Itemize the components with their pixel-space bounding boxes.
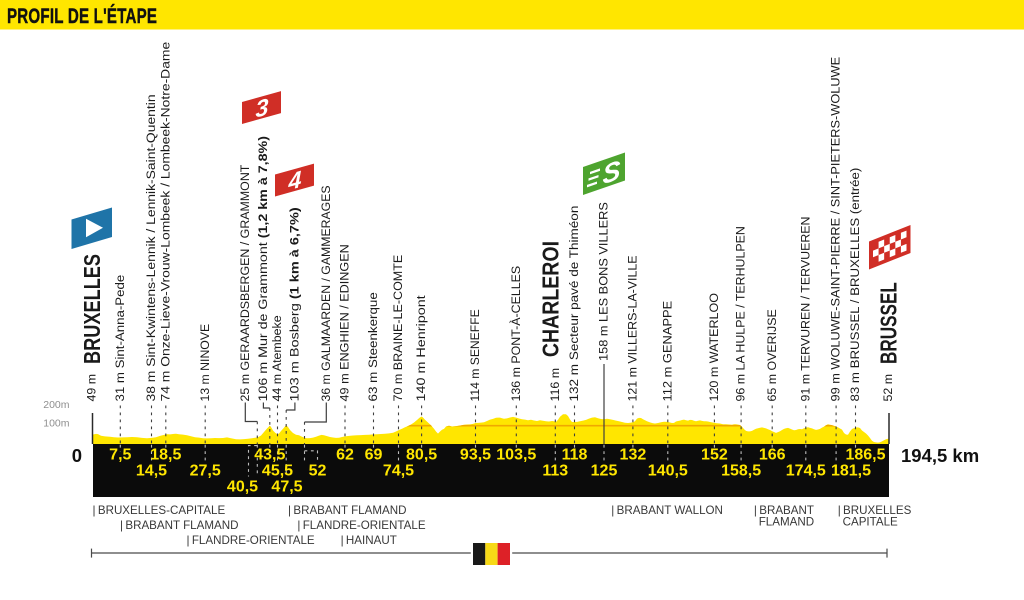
svg-text:120 m WATERLOO: 120 m WATERLOO (707, 293, 721, 402)
svg-text:7,5: 7,5 (109, 447, 131, 464)
svg-text:114 m SENEFFE: 114 m SENEFFE (468, 309, 482, 401)
svg-text:103 m Bosberg (1 km à 6,7%): 103 m Bosberg (1 km à 6,7%) (287, 207, 301, 401)
svg-text:| BRUXELLES-CAPITALE: | BRUXELLES-CAPITALE (93, 504, 226, 517)
svg-text:| HAINAUT: | HAINAUT (341, 534, 397, 547)
svg-text:13 m NINOVE: 13 m NINOVE (198, 324, 212, 402)
svg-text:132: 132 (620, 447, 647, 464)
svg-text:166: 166 (759, 447, 786, 464)
svg-text:47,5: 47,5 (271, 478, 302, 495)
svg-text:18,5: 18,5 (150, 447, 181, 464)
svg-text:0: 0 (72, 445, 82, 466)
svg-text:158 m LES BONS VILLERS: 158 m LES BONS VILLERS (597, 202, 611, 361)
svg-text:36 m GALMAARDEN / GAMMERAGES: 36 m GALMAARDEN / GAMMERAGES (319, 185, 333, 401)
svg-text:106 m Mur de Grammont (1,2 km: 106 m Mur de Grammont (1,2 km à 7,8%) (256, 136, 270, 401)
svg-text:63 m Steenkerque: 63 m Steenkerque (366, 292, 380, 401)
svg-text:BRUSSEL: BRUSSEL (877, 282, 902, 364)
svg-text:52 m: 52 m (881, 374, 895, 402)
svg-text:CHARLEROI: CHARLEROI (538, 241, 564, 357)
svg-text:BRUXELLES: BRUXELLES (80, 254, 106, 364)
svg-text:74 m Onze-Lieve-Vrouw-Lombeek: 74 m Onze-Lieve-Vrouw-Lombeek / Lombeek-… (158, 42, 172, 402)
svg-text:103,5: 103,5 (496, 447, 536, 464)
svg-text:49 m ENGHIEN / EDINGEN: 49 m ENGHIEN / EDINGEN (338, 244, 352, 401)
svg-text:113: 113 (542, 463, 568, 480)
svg-text:| BRABANT WALLON: | BRABANT WALLON (611, 504, 723, 517)
svg-text:62: 62 (336, 447, 354, 464)
svg-text:158,5: 158,5 (721, 463, 761, 480)
svg-text:93,5: 93,5 (460, 447, 491, 464)
svg-text:38 m Sint-Kwintens-Lennik / Le: 38 m Sint-Kwintens-Lennik / Lennik-Saint… (144, 94, 158, 401)
svg-text:181,5: 181,5 (831, 463, 871, 480)
svg-text:49 m: 49 m (85, 374, 99, 402)
svg-text:121 m VILLERS-LA-VILLE: 121 m VILLERS-LA-VILLE (626, 255, 640, 401)
svg-text:52: 52 (309, 463, 327, 480)
svg-text:100m: 100m (43, 417, 70, 429)
svg-text:140 m Henripont: 140 m Henripont (414, 295, 428, 401)
svg-text:| BRABANT: | BRABANT (754, 504, 814, 517)
svg-text:45,5: 45,5 (262, 463, 293, 480)
svg-text:174,5: 174,5 (786, 463, 826, 480)
svg-text:| FLANDRE-ORIENTALE: | FLANDRE-ORIENTALE (297, 519, 425, 532)
svg-text:74,5: 74,5 (383, 463, 414, 480)
svg-text:| FLANDRE-ORIENTALE: | FLANDRE-ORIENTALE (187, 534, 315, 547)
svg-text:14,5: 14,5 (136, 463, 167, 480)
svg-text:44 m Atembeke: 44 m Atembeke (270, 315, 284, 401)
svg-text:91 m TERVUREN / TERVUEREN: 91 m TERVUREN / TERVUEREN (798, 217, 812, 402)
svg-text:99 m WOLUWE-SAINT-PIERRE / SIN: 99 m WOLUWE-SAINT-PIERRE / SINT-PIETERS-… (829, 57, 843, 402)
svg-text:96 m LA HULPE / TERHULPEN: 96 m LA HULPE / TERHULPEN (734, 226, 748, 401)
svg-text:186,5: 186,5 (845, 447, 885, 464)
svg-text:112 m GENAPPE: 112 m GENAPPE (661, 301, 675, 402)
svg-text:CAPITALE: CAPITALE (843, 516, 898, 529)
svg-text:140,5: 140,5 (648, 463, 688, 480)
svg-text:| BRABANT FLAMAND: | BRABANT FLAMAND (288, 504, 407, 517)
svg-text:70 m BRAINE-LE-COMTE: 70 m BRAINE-LE-COMTE (391, 255, 405, 402)
svg-text:80,5: 80,5 (406, 447, 437, 464)
svg-text:152: 152 (701, 447, 728, 464)
svg-text:69: 69 (365, 447, 383, 464)
svg-text:65 m OVERIJSE: 65 m OVERIJSE (765, 309, 779, 401)
svg-text:| BRABANT FLAMAND: | BRABANT FLAMAND (120, 519, 239, 532)
svg-text:27,5: 27,5 (190, 463, 221, 480)
svg-text:PROFIL DE L'ÉTAPE: PROFIL DE L'ÉTAPE (7, 3, 157, 27)
svg-text:116 m: 116 m (548, 368, 562, 402)
svg-text:125: 125 (591, 463, 618, 480)
svg-text:83 m BRUSSEL / BRUXELLES (entr: 83 m BRUSSEL / BRUXELLES (entrée) (848, 168, 862, 402)
svg-text:132 m Secteur pavé de Thiméon: 132 m Secteur pavé de Thiméon (567, 206, 581, 402)
svg-text:118: 118 (562, 447, 588, 464)
svg-text:FLAMAND: FLAMAND (759, 516, 814, 529)
svg-text:136 m PONT-À-CELLES: 136 m PONT-À-CELLES (508, 266, 523, 402)
svg-text:25 m GERAARDSBERGEN / GRAMMONT: 25 m GERAARDSBERGEN / GRAMMONT (238, 164, 252, 401)
svg-text:200m: 200m (43, 399, 70, 411)
svg-text:| BRUXELLES: | BRUXELLES (838, 504, 912, 517)
svg-text:31 m Sint-Anna-Pede: 31 m Sint-Anna-Pede (112, 275, 126, 402)
svg-text:40,5: 40,5 (227, 478, 258, 495)
svg-text:43,5: 43,5 (254, 447, 285, 464)
svg-text:194,5 km: 194,5 km (901, 445, 979, 466)
